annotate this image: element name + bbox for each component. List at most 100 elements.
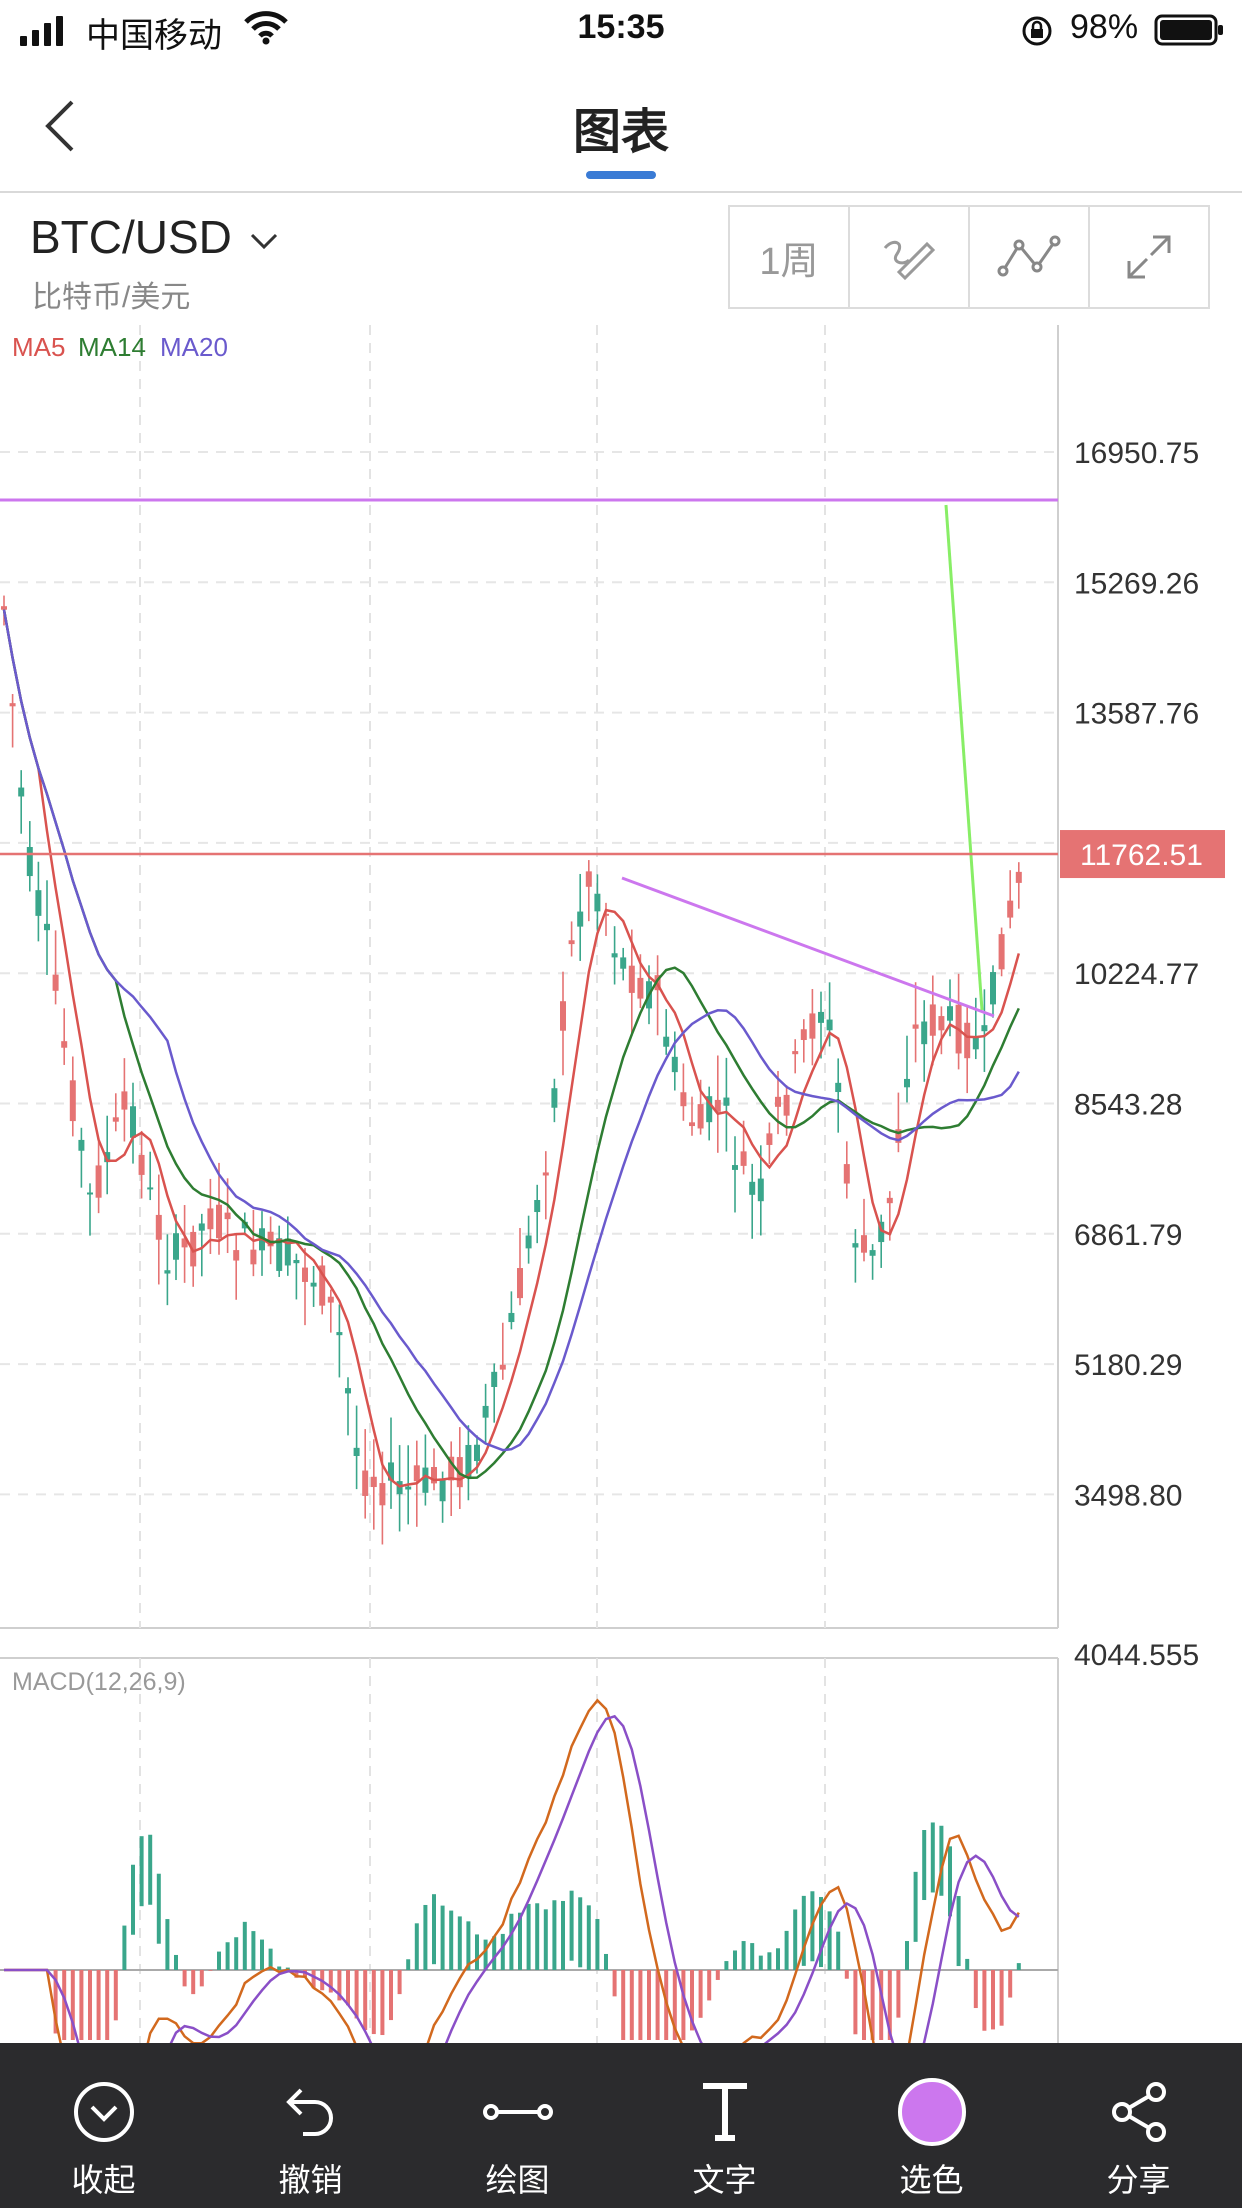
- share-label: 分享: [1106, 2162, 1171, 2198]
- candle-body: [981, 1025, 988, 1032]
- candle-body: [912, 1024, 919, 1029]
- candle-body: [843, 1164, 850, 1184]
- candle-body: [775, 1096, 781, 1107]
- interval-button[interactable]: 1周: [730, 207, 850, 307]
- macd-bar: [784, 1930, 789, 1970]
- macd-bar: [277, 1966, 282, 1970]
- candle-body: [904, 1078, 910, 1088]
- candle-body: [233, 1250, 240, 1261]
- pen-icon: [883, 240, 936, 281]
- macd-bar: [844, 1970, 849, 1979]
- candle-body: [835, 1082, 842, 1093]
- expand-button[interactable]: [1090, 207, 1208, 307]
- chart-toolbar: 1周: [728, 205, 1210, 309]
- macd-bar: [268, 1948, 273, 1970]
- candle-body: [267, 1231, 274, 1247]
- macd-histogram: [53, 1822, 1021, 2040]
- candle-body: [224, 1212, 231, 1220]
- draw-line-icon: [482, 2104, 553, 2120]
- ma-lines: [2, 609, 1021, 2043]
- candle-body: [861, 1235, 867, 1253]
- macd-bar: [896, 1970, 901, 2018]
- candle-body: [671, 1056, 678, 1073]
- candle-body: [69, 1080, 76, 1122]
- candle-body: [379, 1483, 386, 1506]
- candle-body: [104, 1152, 111, 1163]
- macd-bar: [879, 1970, 884, 2040]
- candle-body: [61, 1041, 68, 1048]
- macd-bar: [1008, 1970, 1013, 1998]
- candle-body: [130, 1106, 136, 1138]
- macd-bar: [604, 1953, 608, 1970]
- candle-body: [499, 1364, 506, 1370]
- macd-bar: [930, 1822, 935, 1893]
- macd-bar: [621, 1970, 626, 2040]
- macd-bar: [466, 1921, 471, 1970]
- macd-bar: [733, 1950, 737, 1970]
- candle-body: [990, 972, 996, 1005]
- macd-bar: [801, 1895, 806, 1966]
- title-indicator: [586, 171, 656, 179]
- macd-bar: [638, 1970, 643, 2040]
- macd-bar: [79, 1970, 84, 2040]
- macd-bar: [999, 1970, 1004, 2026]
- candle-body: [697, 1104, 704, 1129]
- color-button[interactable]: 选色: [828, 2043, 1035, 2208]
- macd-bar: [509, 1913, 514, 1970]
- collapse-button[interactable]: 收起: [0, 2043, 207, 2208]
- candlestick-chart[interactable]: 16950.7515269.2613587.7611906.2710224.77…: [0, 320, 1242, 2043]
- macd-bar: [122, 1925, 127, 1970]
- macd-bar: [449, 1910, 454, 1970]
- candle-body: [663, 1036, 670, 1047]
- text-button[interactable]: 文字: [621, 2043, 828, 2208]
- macd-bar: [337, 1970, 342, 2001]
- macd-bar: [105, 1970, 110, 2040]
- price-tick-label: 3498.80: [1074, 1479, 1182, 1512]
- wifi-icon: [244, 11, 288, 45]
- ma5-line: [2, 609, 1021, 1488]
- polyline-button[interactable]: [970, 207, 1090, 307]
- draw-button[interactable]: 绘图: [414, 2043, 621, 2208]
- share-button[interactable]: 分享: [1035, 2043, 1242, 2208]
- candle-body: [766, 1133, 773, 1145]
- chevron-left-icon[interactable]: [40, 98, 80, 154]
- candle-body: [732, 1165, 738, 1170]
- macd-dif-line: [4, 1698, 1020, 2043]
- undo-button[interactable]: 撤销: [207, 2043, 414, 2208]
- macd-bar: [698, 1970, 703, 2018]
- candle-body: [250, 1249, 257, 1265]
- candle-body: [689, 1122, 695, 1127]
- color-label: 选色: [899, 2162, 964, 2198]
- macd-bar: [406, 1959, 411, 1970]
- macd-bar: [500, 1933, 505, 1970]
- macd-top-value: 4044.555: [1074, 1639, 1199, 1672]
- chart-labels: 16950.7515269.2613587.7611906.2710224.77…: [12, 332, 1225, 1696]
- macd-bar: [569, 1890, 574, 1961]
- macd-bar: [758, 1955, 763, 1970]
- macd-bar: [681, 1970, 686, 2040]
- pair-selector[interactable]: BTC/USD: [30, 210, 279, 264]
- candle-body: [474, 1444, 480, 1462]
- macd-bar: [234, 1937, 239, 1970]
- color-picker-icon: [897, 2078, 966, 2146]
- candle-body: [319, 1265, 326, 1306]
- pen-button[interactable]: [850, 207, 970, 307]
- macd-bar: [922, 1830, 927, 1901]
- candle-body: [482, 1405, 489, 1418]
- macd-bar: [612, 1970, 617, 1997]
- candle-body: [611, 953, 618, 958]
- macd-bar: [776, 1948, 780, 1970]
- current-price-tag: [1060, 830, 1225, 879]
- candle-body: [18, 787, 25, 797]
- candle-body: [895, 1129, 902, 1143]
- macd-bar: [595, 1919, 600, 1970]
- macd-bar: [707, 1970, 712, 2001]
- macd-bar: [96, 1970, 101, 2040]
- macd-bar: [1016, 1963, 1021, 1970]
- macd-bar: [371, 1970, 376, 2035]
- macd-bar: [423, 1904, 428, 1970]
- macd-bar: [715, 1970, 720, 1980]
- undo-icon: [285, 2088, 333, 2136]
- macd-bar: [174, 1954, 178, 1970]
- macd-bar: [148, 1834, 153, 1905]
